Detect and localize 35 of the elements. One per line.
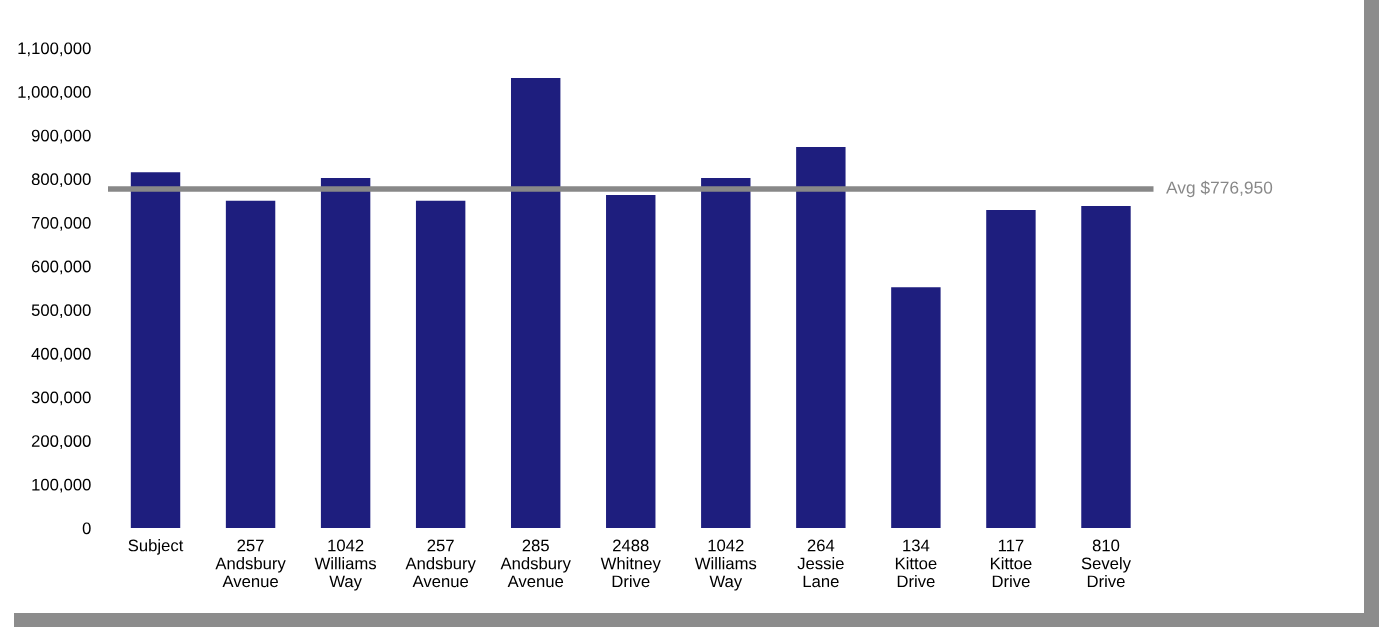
y-tick-label: 300,000 <box>31 391 91 406</box>
x-tick-label: 810 Sevely Drive <box>1081 539 1131 588</box>
y-tick-label: 100,000 <box>32 478 91 493</box>
y-tick-label: 200,000 <box>31 435 91 449</box>
bar <box>320 178 371 528</box>
x-tick-label: 134 Kittoe Drive <box>895 539 937 588</box>
y-tick-label: 600,000 <box>31 260 91 275</box>
x-tick-label: 257 Andsbury Avenue <box>215 539 286 588</box>
bar <box>986 209 1036 528</box>
y-tick-label: 400,000 <box>31 347 91 362</box>
y-tick-label: 700,000 <box>31 216 91 231</box>
x-tick-label: 257 Andsbury Avenue <box>405 539 476 588</box>
y-tick-label: 0 <box>82 522 91 535</box>
x-tick-label: 285 Andsbury Avenue <box>500 539 571 588</box>
ref-line-label: Avg $776,950 <box>1166 180 1273 198</box>
bar <box>606 195 656 528</box>
bar <box>415 200 466 528</box>
bar <box>130 172 181 528</box>
bar <box>225 200 276 528</box>
bar <box>1081 205 1131 528</box>
x-tick-label: 117 Kittoe Drive <box>990 539 1032 588</box>
y-tick-label: 800,000 <box>31 173 91 188</box>
bar <box>701 178 751 528</box>
bar <box>510 78 561 528</box>
x-tick-label: 1042 Williams Way <box>314 539 377 591</box>
y-tick-label: 1,000,000 <box>18 86 91 100</box>
x-tick-label: 264 Jessie Lane <box>797 539 844 588</box>
x-tick-label: Subject <box>128 539 184 555</box>
y-tick-label: 1,100,000 <box>18 42 91 57</box>
bar <box>891 287 941 528</box>
y-tick-label: 900,000 <box>31 129 91 144</box>
x-tick-label: 2488 Whitney Drive <box>600 539 661 588</box>
bar <box>796 147 846 528</box>
y-tick-label: 500,000 <box>31 304 91 318</box>
x-tick-label: 1042 Williams Way <box>694 539 757 591</box>
